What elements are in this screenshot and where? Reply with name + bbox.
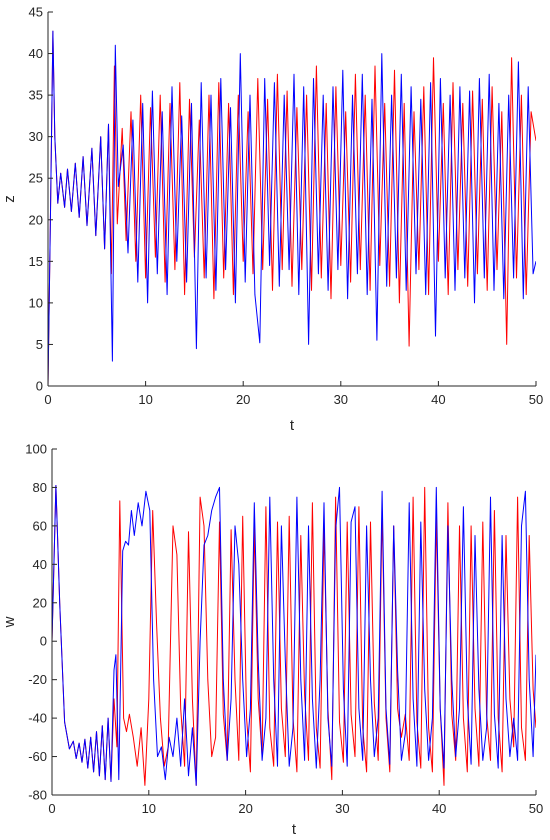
y-tick-label: 35 bbox=[29, 88, 43, 103]
x-tick-label: 20 bbox=[236, 392, 250, 407]
x-tick-label: 40 bbox=[431, 392, 445, 407]
y-tick-label: 30 bbox=[29, 129, 43, 144]
y-tick-label: -80 bbox=[28, 788, 47, 803]
y-tick-label: 10 bbox=[29, 295, 43, 310]
y-tick-label: -60 bbox=[28, 749, 47, 764]
x-axis-label: t bbox=[292, 821, 297, 838]
x-tick-label: 30 bbox=[335, 801, 349, 816]
y-tick-label: 100 bbox=[25, 442, 47, 457]
x-tick-label: 10 bbox=[142, 801, 156, 816]
x-tick-label: 30 bbox=[334, 392, 348, 407]
y-tick-label: 40 bbox=[33, 557, 47, 572]
y-tick-label: -20 bbox=[28, 672, 47, 687]
x-tick-label: 10 bbox=[138, 392, 152, 407]
y-tick-label: 0 bbox=[36, 379, 43, 394]
x-tick-label: 20 bbox=[238, 801, 252, 816]
y-tick-label: -40 bbox=[28, 711, 47, 726]
y-tick-label: 45 bbox=[29, 5, 43, 20]
z-plot: 0 10 20 30 40 50 0 5 10 15 20 25 30 35 40 45 t z bbox=[1, 5, 543, 435]
x-tick-label: 40 bbox=[432, 801, 446, 816]
series-line-1 bbox=[52, 485, 536, 786]
w-plot: 0 10 20 30 40 50 -80 -60 -40 -20 0 20 40 60 80 100 t w bbox=[1, 442, 543, 839]
y-tick-label: 25 bbox=[29, 171, 43, 186]
y-tick-label: 20 bbox=[33, 595, 47, 610]
x-tick-label: 50 bbox=[529, 801, 543, 816]
y-tick-label: 40 bbox=[29, 46, 43, 61]
y-tick-label: 15 bbox=[29, 254, 43, 269]
x-tick-label: 0 bbox=[48, 801, 55, 816]
y-tick-label: 80 bbox=[33, 480, 47, 495]
y-axis-label: w bbox=[1, 616, 18, 628]
y-axis-label: z bbox=[1, 195, 18, 203]
y-tick-label: 5 bbox=[36, 337, 43, 352]
x-axis-label: t bbox=[290, 417, 295, 434]
y-tick-label: 20 bbox=[29, 212, 43, 227]
y-tick-label: 60 bbox=[33, 518, 47, 533]
x-tick-label: 50 bbox=[529, 392, 543, 407]
series-line-1 bbox=[48, 30, 536, 386]
y-tick-label: 0 bbox=[40, 634, 47, 649]
x-tick-label: 0 bbox=[44, 392, 51, 407]
